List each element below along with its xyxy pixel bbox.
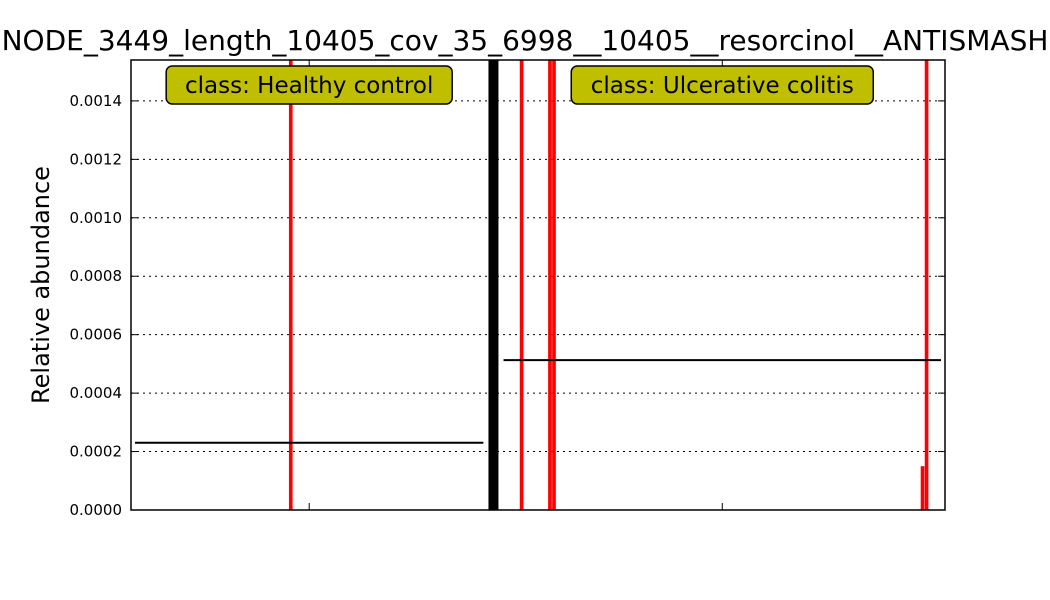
group-divider: [488, 60, 499, 510]
group-divider-bar: [488, 60, 499, 510]
bar: [920, 466, 925, 510]
group-labels: class: Healthy control class: Ulcerative …: [165, 65, 875, 105]
y-tick-label: 0.0008: [70, 267, 123, 285]
bar: [552, 60, 556, 510]
axis-ticks: 0.0000 0.0002 0.0004 0.0006 0.0008 0.0010 0.00…: [70, 60, 945, 519]
group-label: class: Healthy control: [185, 73, 433, 99]
y-tick-label: 0.0014: [70, 92, 123, 110]
y-tick-label: 0.0000: [70, 501, 123, 519]
y-tick-label: 0.0006: [70, 326, 123, 344]
y-tick-label: 0.0004: [70, 384, 123, 402]
bar: [548, 60, 552, 510]
group-label: class: Ulcerative colitis: [591, 73, 854, 99]
bar: [288, 60, 293, 510]
chart-title: NODE_3449_length_10405_cov_35_6998__1040…: [2, 24, 1049, 57]
y-tick-label: 0.0010: [70, 209, 123, 227]
y-tick-label: 0.0002: [70, 443, 123, 461]
grid-lines: [131, 100, 945, 453]
group-label-box: [570, 65, 875, 105]
group-label-box: [165, 65, 453, 105]
y-tick-label: 0.0012: [70, 150, 123, 168]
y-axis-label: Relative abundance: [27, 166, 55, 404]
bars: [288, 60, 929, 510]
bar: [924, 60, 929, 510]
plot-frame: [130, 59, 946, 511]
bar: [519, 60, 524, 510]
mean-lines: [135, 359, 941, 444]
